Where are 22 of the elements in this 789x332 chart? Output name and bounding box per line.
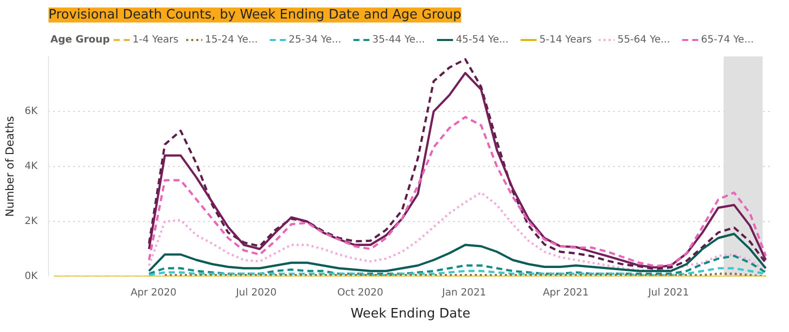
- legend-label: 15-24 Ye...: [205, 34, 258, 46]
- legend-label: 35-44 Ye...: [372, 34, 425, 46]
- y-tick-label: 0K: [24, 271, 38, 282]
- x-tick-label: Oct 2020: [337, 288, 384, 298]
- legend-label: 5-14 Years: [539, 34, 592, 46]
- x-axis-title: Week Ending Date: [350, 306, 470, 322]
- y-tick-label: 6K: [24, 106, 38, 117]
- x-tick-label: Jul 2020: [234, 288, 277, 298]
- y-tick-label: 4K: [24, 161, 38, 172]
- legend-label: 45-54 Ye...: [456, 34, 509, 46]
- legend-label: 25-34 Ye...: [288, 34, 342, 46]
- y-axis-title: Number of Deaths: [4, 116, 17, 217]
- x-tick-label: Jul 2021: [647, 288, 689, 298]
- x-tick-label: Jan 2021: [441, 288, 486, 298]
- legend-title: Age Group: [50, 34, 110, 46]
- legend-label: 1-4 Years: [132, 34, 178, 46]
- chart-title: Provisional Death Counts, by Week Ending Date and Age Group: [48, 8, 462, 22]
- x-tick-label: Apr 2021: [542, 288, 589, 298]
- legend-label: 55-64 Ye...: [617, 34, 670, 46]
- x-tick-label: Apr 2020: [130, 288, 177, 298]
- legend-label: 65-74 Ye...: [701, 34, 754, 46]
- y-tick-label: 2K: [24, 216, 38, 227]
